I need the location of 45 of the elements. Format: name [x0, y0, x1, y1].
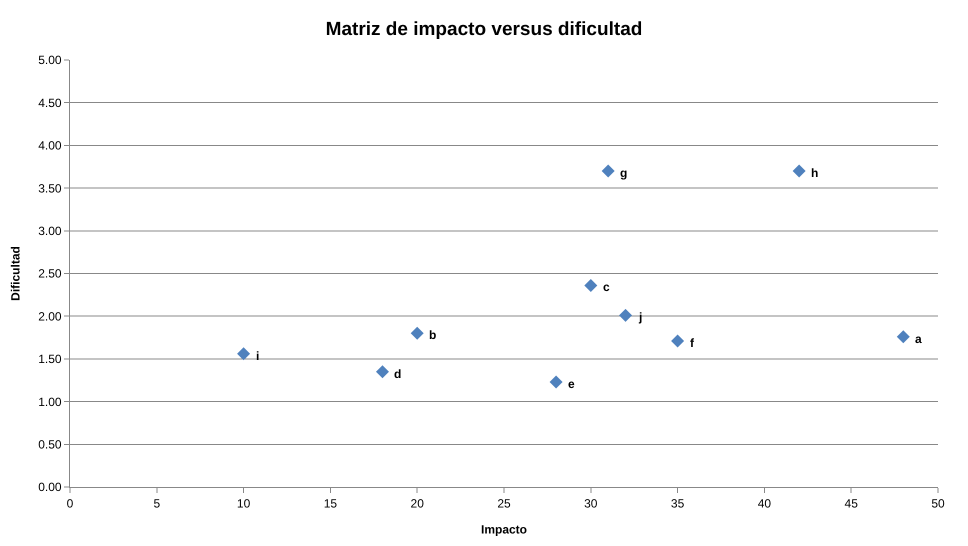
x-tick-label: 35 [670, 496, 685, 510]
x-tick-label: 20 [410, 496, 424, 510]
annotation: j [638, 310, 642, 324]
annotation: c [603, 280, 610, 294]
y-tick-label: 1.00 [38, 394, 62, 409]
y-tick-label: 1.50 [38, 352, 62, 366]
y-axis-title: Dificultad [8, 246, 23, 301]
x-tick-label: 10 [236, 496, 251, 510]
x-tick-label: 30 [584, 496, 598, 510]
point [550, 375, 563, 388]
y-tick-label: 4.50 [38, 96, 62, 110]
annotation: a [915, 332, 922, 346]
y-tick-label: 3.50 [38, 181, 62, 196]
y-tick-label: 0.50 [38, 438, 62, 452]
annotation: h [811, 166, 818, 180]
annotation: b [429, 328, 436, 342]
x-axis-title: Impacto [480, 522, 528, 536]
x-tick-label: 25 [497, 496, 511, 510]
annotation: g [620, 166, 628, 180]
x-tick-label: 5 [153, 496, 160, 510]
point [237, 347, 250, 360]
point [410, 326, 424, 340]
point [376, 365, 389, 378]
y-tick-label: 5.00 [38, 53, 62, 68]
x-tick-label: 45 [844, 496, 858, 510]
x-tick-label: 40 [758, 496, 772, 510]
annotation: d [394, 367, 402, 381]
annotation: f [690, 336, 695, 350]
annotation: i [256, 349, 260, 363]
point [619, 308, 632, 322]
point [584, 278, 598, 292]
y-tick-label: 4.00 [38, 138, 62, 153]
x-tick-label: 0 [66, 496, 74, 510]
y-tick-label: 3.00 [38, 224, 62, 238]
point [671, 334, 684, 348]
y-tick-label: 2.00 [38, 309, 62, 324]
point [792, 164, 806, 178]
point [896, 330, 910, 344]
chart-title: Matriz de impacto versus dificultad [326, 19, 642, 40]
point [602, 164, 615, 178]
y-tick-label: 0.00 [38, 480, 62, 494]
x-tick-label: 15 [324, 496, 338, 510]
annotation: e [568, 377, 575, 391]
x-tick-label: 50 [931, 496, 945, 510]
y-tick-label: 2.50 [38, 266, 62, 281]
